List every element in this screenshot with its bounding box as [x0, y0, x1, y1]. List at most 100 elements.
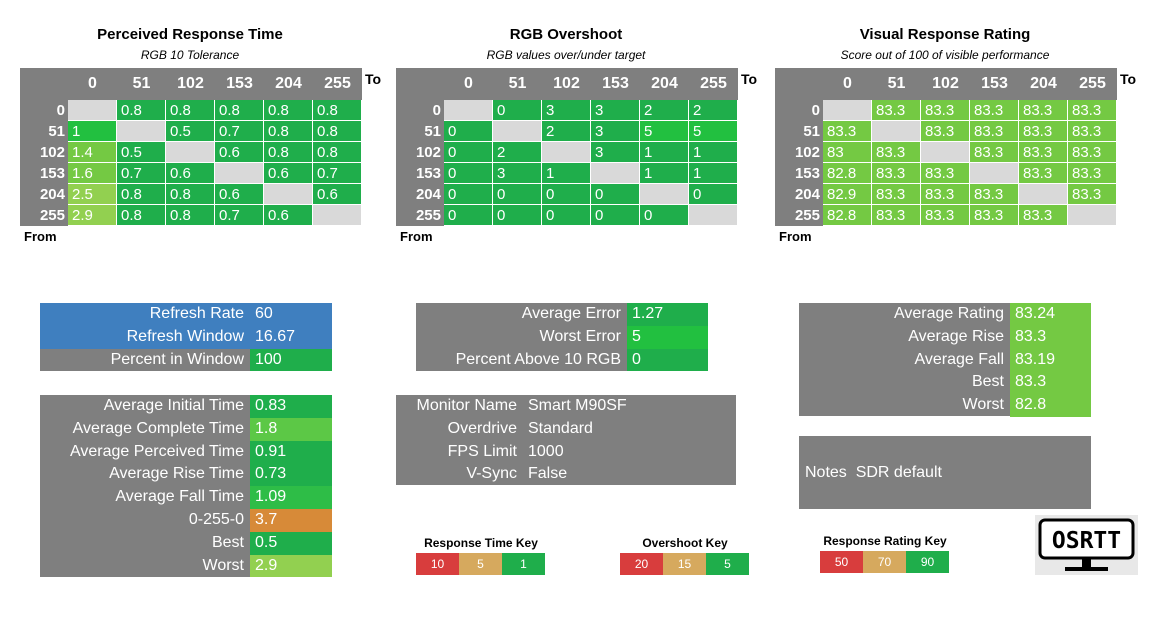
matrix-cell: 0.8 — [117, 205, 166, 226]
matrix-cell: 2 — [542, 121, 591, 142]
logo-text: OSRTT — [1052, 528, 1121, 554]
matrix-cell: 83.3 — [872, 100, 921, 121]
overshoot-key-title: Overshoot Key — [642, 536, 728, 550]
best-rating-value: 83.3 — [1010, 371, 1091, 395]
matrix-cell: 0 — [542, 205, 591, 226]
matrix-corner — [775, 68, 823, 100]
refresh-rate-value: 60 — [250, 303, 332, 326]
matrix-cell: 0 — [493, 205, 542, 226]
cycle-value: 3.7 — [250, 508, 332, 532]
matrix-cell: 83.3 — [872, 184, 921, 205]
matrix-subtitle: RGB 10 Tolerance — [140, 48, 240, 62]
matrix-cell: 2 — [689, 100, 738, 121]
response-time-key-tan: 5 — [459, 553, 502, 575]
matrix-cell-empty — [823, 100, 872, 121]
matrix-cell: 83.3 — [872, 205, 921, 226]
matrix-cell: 0.7 — [215, 121, 264, 142]
avg-fall-label: Average Fall Time — [40, 486, 250, 509]
matrix-cell: 1 — [640, 163, 689, 184]
matrix-cell: 0.6 — [215, 184, 264, 205]
matrix-cell: 0 — [493, 184, 542, 205]
row-header: 255 — [20, 205, 68, 226]
matrix-cell: 0.6 — [264, 205, 313, 226]
percent-above-row: Percent Above 10 RGB 0 — [416, 348, 708, 372]
matrix-cell: 83.3 — [1068, 142, 1117, 163]
matrix-cell-empty — [264, 184, 313, 205]
row-header: 102 — [775, 142, 823, 163]
vsync-label: V-Sync — [466, 465, 517, 483]
matrix-corner — [396, 68, 444, 100]
matrix-cell-empty — [1019, 184, 1068, 205]
avg-rise-row: Average Rise Time 0.73 — [40, 463, 332, 487]
matrix-grid: 0 51 102 153 204 255 0 0.8 0.8 0.8 0.8 0.8 51 1 0.5 0.7… — [20, 68, 362, 226]
row-header: 51 — [20, 121, 68, 142]
matrix-cell: 0.8 — [117, 100, 166, 121]
matrix-cell: 0.8 — [166, 184, 215, 205]
matrix-cell: 83.3 — [970, 205, 1019, 226]
avg-complete-row: Average Complete Time 1.8 — [40, 417, 332, 441]
column-header: 153 — [215, 68, 264, 100]
matrix-cell: 1 — [689, 163, 738, 184]
notes-label: Notes — [805, 464, 847, 481]
matrix-cell: 83.3 — [823, 121, 872, 142]
matrix-cell: 83.3 — [1068, 184, 1117, 205]
avg-rise-rating-label: Average Rise — [908, 327, 1004, 345]
matrix-cell: 0.8 — [264, 100, 313, 121]
matrix-cell: 0.8 — [313, 100, 362, 121]
avg-rise-rating-value: 83.3 — [1010, 325, 1091, 349]
avg-fall-value: 1.09 — [250, 486, 332, 509]
matrix-cell-empty — [313, 205, 362, 226]
rating-key-green: 90 — [906, 551, 949, 573]
matrix-cell: 3 — [493, 163, 542, 184]
matrix-grid: 0 51 102 153 204 255 0 0 3 3 2 2 51 0 2 3 5 5 102 0 2 3 1 1 153 0… — [396, 68, 738, 226]
matrix-cell: 3 — [591, 142, 640, 163]
matrix-cell: 0.8 — [215, 100, 264, 121]
matrix-corner — [20, 68, 68, 100]
worst-error-label: Worst Error — [416, 325, 627, 349]
row-header: 153 — [396, 163, 444, 184]
matrix-cell: 1 — [689, 142, 738, 163]
matrix-cell: 0.7 — [117, 163, 166, 184]
avg-complete-value: 1.8 — [250, 417, 332, 441]
avg-error-value: 1.27 — [627, 303, 708, 326]
rating-key-title: Response Rating Key — [823, 534, 947, 548]
matrix-cell: 83.3 — [921, 121, 970, 142]
response-time-key-title: Response Time Key — [424, 536, 538, 550]
row-header: 51 — [396, 121, 444, 142]
column-header: 0 — [68, 68, 117, 100]
best-time-value: 0.5 — [250, 531, 332, 555]
matrix-cell: 0 — [689, 184, 738, 205]
column-header: 0 — [444, 68, 493, 100]
row-header: 51 — [775, 121, 823, 142]
matrix-cell: 0.6 — [166, 163, 215, 184]
matrix-cell: 5 — [689, 121, 738, 142]
matrix-cell: 0 — [444, 121, 493, 142]
to-label: To — [741, 71, 758, 87]
vsync-value: False — [528, 465, 568, 483]
matrix-subtitle: Score out of 100 of visible performance — [840, 48, 1050, 62]
matrix-cell: 83.3 — [1019, 142, 1068, 163]
overshoot-key-green: 5 — [706, 553, 749, 575]
best-time-label: Best — [40, 531, 250, 555]
avg-rise-value: 0.73 — [250, 463, 332, 487]
worst-rating-value: 82.8 — [1010, 394, 1091, 417]
matrix-cell-empty — [872, 121, 921, 142]
worst-rating-row: Worst 82.8 — [799, 394, 1091, 417]
avg-fall-rating-label: Average Fall — [914, 350, 1004, 368]
avg-fall-rating-value: 83.19 — [1010, 348, 1091, 372]
overdrive-row: Overdrive Standard — [396, 418, 736, 441]
matrix-cell: 82.8 — [823, 163, 872, 184]
column-header: 0 — [823, 68, 872, 100]
matrix-cell: 0 — [591, 184, 640, 205]
matrix-cell: 83.3 — [1019, 100, 1068, 121]
column-header: 255 — [689, 68, 738, 100]
monitor-logo-icon: OSRTT — [1038, 518, 1135, 571]
matrix-cell-empty — [640, 184, 689, 205]
matrix-cell: 0 — [640, 205, 689, 226]
avg-complete-label: Average Complete Time — [40, 417, 250, 441]
matrix-cell: 0.7 — [313, 163, 362, 184]
matrix-cell-empty — [970, 163, 1019, 184]
matrix-cell: 83.3 — [921, 100, 970, 121]
matrix-cell-empty — [493, 121, 542, 142]
matrix-cell: 0.8 — [313, 142, 362, 163]
